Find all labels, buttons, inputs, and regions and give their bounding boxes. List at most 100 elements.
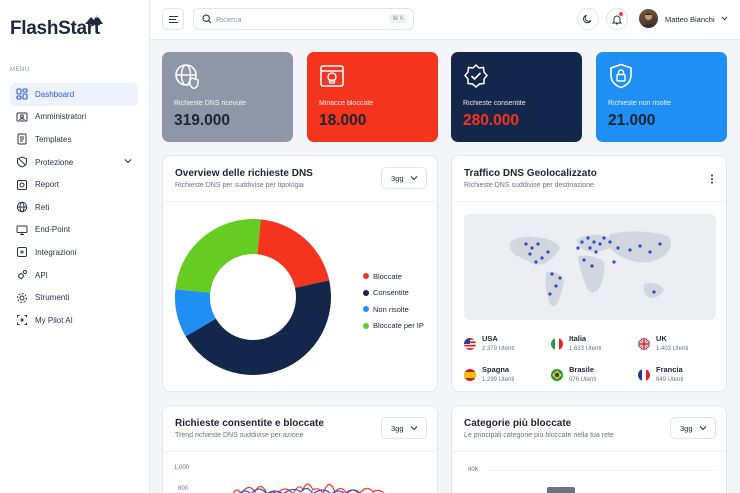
stat-label: Minacce bloccate — [319, 100, 374, 107]
world-map[interactable] — [464, 214, 716, 320]
country-item[interactable]: Francia 849 Utenti — [638, 364, 724, 390]
search-input[interactable] — [216, 12, 376, 27]
sidebar-item-dashboard[interactable]: Dashboard — [10, 83, 138, 106]
legend-item[interactable]: Non risolte — [363, 301, 424, 318]
sidebar-item-amministratori[interactable]: Amministratori — [10, 106, 138, 129]
category-bar[interactable] — [547, 487, 575, 493]
sidebar-item-protezione[interactable]: Protezione — [10, 151, 138, 174]
network-globe-icon — [15, 201, 28, 214]
sidebar-item-label: Strumenti — [35, 293, 70, 303]
country-users: 1.403 Utenti — [656, 346, 689, 352]
stat-value: 280.000 — [463, 112, 520, 129]
legend-dot — [363, 322, 369, 329]
stat-card-richieste-non-risolte[interactable]: Richieste non risolte 21.000 — [596, 52, 727, 142]
stat-label: Richieste non risolte — [608, 100, 672, 107]
chevron-down-icon — [410, 426, 418, 431]
card-divider — [163, 451, 437, 452]
lock-shield-icon — [610, 63, 632, 89]
donut-slice-consentite[interactable] — [185, 280, 331, 376]
sidebar-item-label: Templates — [35, 134, 72, 144]
flashstart-logo[interactable]: FlashStart — [10, 18, 100, 39]
sidebar-item-label: Report — [35, 180, 60, 190]
sidebar-item-label: Reti — [35, 202, 50, 212]
blocked-series-line — [232, 483, 385, 493]
menu-toggle-button[interactable] — [162, 8, 184, 30]
country-name: Brasile — [569, 365, 595, 374]
donut-slice-bloccate[interactable] — [257, 219, 330, 288]
country-name: USA — [482, 334, 498, 343]
period-dropdown[interactable]: 3gg — [381, 417, 427, 439]
sidebar-item-reti[interactable]: Reti — [10, 196, 138, 219]
period-value: 3gg — [391, 423, 404, 433]
sidebar-item-templates[interactable]: Templates — [10, 128, 138, 151]
globe-shield-icon — [175, 64, 199, 89]
trend-line-chart — [232, 483, 385, 493]
stat-value: 18.000 — [319, 112, 367, 129]
card-divider — [452, 201, 726, 202]
stat-card-richieste-consentite[interactable]: Richieste consentite 280.000 — [451, 52, 582, 142]
integration-icon — [15, 246, 28, 259]
sidebar-item-integrazioni[interactable]: Integrazioni — [10, 241, 138, 264]
notifications-button[interactable] — [606, 8, 628, 30]
country-item[interactable]: Spagna 1.299 Utenti — [464, 364, 550, 390]
sidebar-item-label: End-Point — [35, 225, 71, 235]
sidebar-item-end-point[interactable]: End-Point — [10, 219, 138, 242]
overview-dns-card: Overview delle richieste DNS Richieste D… — [162, 155, 438, 392]
search-box[interactable]: ⌘ K — [193, 8, 414, 30]
chevron-down-icon[interactable] — [124, 158, 132, 164]
avatar[interactable] — [639, 9, 658, 28]
card-subtitle: Le principali categorie più bloccate nel… — [464, 432, 614, 439]
hamburger-icon — [168, 15, 178, 23]
legend-dot — [363, 273, 369, 280]
search-shortcut-badge: ⌘ K — [389, 14, 407, 23]
stat-card-minacce-bloccate[interactable]: Minacce bloccate 18.000 — [307, 52, 438, 142]
legend-label: Bloccate — [373, 271, 402, 281]
gridline — [490, 470, 716, 471]
uk-flag-icon — [638, 338, 650, 350]
user-photo-icon — [642, 12, 655, 28]
sidebar-item-report[interactable]: Report — [10, 173, 138, 196]
search-icon — [202, 14, 212, 24]
sidebar-nav: Dashboard Amministratori Templates Prote… — [10, 83, 138, 332]
verified-badge-icon — [464, 63, 488, 88]
country-item[interactable]: Brasile 976 Utenti — [551, 364, 637, 390]
us-flag-icon — [464, 338, 476, 350]
legend-item[interactable]: Bloccate per IP — [363, 318, 424, 335]
sidebar-item-my-pilot-ai[interactable]: My Pilot AI — [10, 309, 138, 332]
ai-icon — [15, 314, 28, 327]
sidebar: FlashStart MENU Dashboard Amministratori… — [0, 0, 150, 493]
country-item[interactable]: Italia 1.623 Utenti — [551, 333, 637, 359]
period-dropdown[interactable]: 3gg — [381, 167, 427, 189]
chart-legend: Bloccate Consentite Non risolte Bloccate… — [363, 268, 424, 334]
more-options-icon[interactable] — [710, 174, 714, 184]
card-subtitle: Richieste DNS suddivise per destinazione — [464, 182, 594, 189]
y-tick-label: 1,000 — [174, 465, 190, 471]
endpoint-icon — [15, 223, 28, 236]
dashboard-icon — [15, 88, 28, 101]
allowed-series-line — [239, 487, 361, 493]
legend-item[interactable]: Bloccate — [363, 268, 424, 285]
sidebar-item-api[interactable]: API — [10, 264, 138, 287]
shield-icon — [15, 156, 28, 169]
chevron-down-icon — [410, 176, 418, 181]
country-item[interactable]: USA 2.379 Utenti — [464, 333, 550, 359]
sidebar-item-strumenti[interactable]: Strumenti — [10, 286, 138, 309]
topbar: ⌘ K Matteo Bianchi — [150, 0, 740, 40]
period-dropdown[interactable]: 3gg — [670, 417, 716, 439]
card-divider — [452, 451, 726, 452]
br-flag-icon — [551, 369, 563, 381]
legend-item[interactable]: Consentite — [363, 285, 424, 302]
donut-slice-non-risolte[interactable] — [175, 289, 216, 337]
theme-toggle-button[interactable] — [577, 8, 599, 30]
donut-slice-bloccate-per-ip[interactable] — [175, 219, 261, 293]
country-item[interactable]: UK 1.403 Utenti — [638, 333, 724, 359]
stat-card-dns-ricevute[interactable]: Richieste DNS ricevute 319.000 — [162, 52, 293, 142]
country-name: Francia — [656, 365, 683, 374]
stat-value: 21.000 — [608, 112, 656, 129]
chevron-down-icon[interactable] — [721, 16, 728, 21]
country-users: 849 Utenti — [656, 377, 684, 383]
country-name: Italia — [569, 334, 587, 343]
chevron-down-icon — [699, 426, 707, 431]
world-map-graphic — [509, 231, 672, 307]
user-name[interactable]: Matteo Bianchi — [665, 15, 715, 24]
